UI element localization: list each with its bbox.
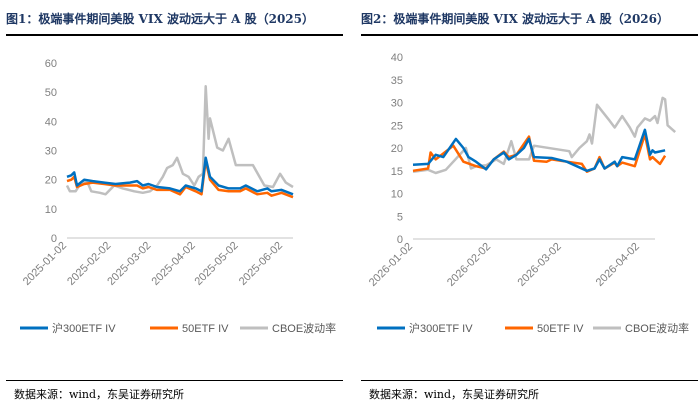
y-tick-label: 25 [391,120,403,132]
x-tick-label: 2025-05-02 [192,240,240,288]
y-tick-label: 30 [45,146,57,158]
x-tick-label: 2025-04-02 [150,240,198,288]
panel-2026: 图2：极端事件期间美股 VIX 波动远大于 A 股（2026） 0 5 10 15 20… [355,0,698,411]
chart-title: 图2：极端事件期间美股 VIX 波动远大于 A 股（2026） [361,12,670,26]
y-tick-label: 20 [391,143,403,155]
chart-2026: 0 5 10 15 20 25 30 35 40 2026-01-02 2026-02-02 2026… [367,52,689,335]
y-tick-label: 50 [45,87,57,99]
divider [6,380,343,381]
y-tick-label: 35 [391,75,403,87]
divider [361,380,698,381]
y-tick-label: 40 [391,52,403,64]
y-tick-label: 30 [391,98,403,110]
source-note: 数据来源：wind，东吴证券研究所 [369,388,540,401]
series-line [66,159,294,199]
y-tick-label: 20 [45,175,57,187]
y-tick-label: 10 [391,189,403,201]
legend-label: 沪300ETF IV [52,321,116,335]
legend-label: 50ETF IV [537,323,584,335]
series-line [65,85,294,196]
legend-label: 50ETF IV [182,323,229,335]
x-tick-label: 2026-03-02 [516,241,564,289]
y-tick-label: 60 [45,58,57,70]
x-tick-label: 2025-03-02 [105,240,153,288]
panel-2025: 图1：极端事件期间美股 VIX 波动远大于 A 股（2025） 0 10 20 30 4… [0,0,343,411]
y-tick-label: 15 [391,166,403,178]
y-tick-label: 5 [397,211,403,223]
series-line [66,156,294,196]
y-tick-label: 0 [51,233,57,245]
x-tick-label: 2026-02-02 [445,241,493,289]
x-tick-label: 2025-01-02 [21,240,69,288]
legend-label: 沪300ETF IV [409,321,473,335]
series-line [412,128,666,173]
divider [6,34,343,36]
y-tick-label: 40 [45,116,57,128]
x-tick-label: 2025-06-02 [237,240,285,288]
source-note: 数据来源：wind，东吴证券研究所 [14,388,185,401]
y-tick-label: 0 [397,234,403,246]
x-tick-label: 2026-04-02 [594,241,642,289]
legend-label: CBOE波动率 [272,321,336,335]
y-tick-label: 10 [45,204,57,216]
x-tick-label: 2026-01-02 [367,241,415,289]
chart-2025: 01020304050602025-01-022025-02-022025-03… [20,58,336,335]
legend-label: CBOE波动率 [625,321,689,335]
chart-title: 图1：极端事件期间美股 VIX 波动远大于 A 股（2025） [6,12,315,26]
divider [361,34,698,36]
